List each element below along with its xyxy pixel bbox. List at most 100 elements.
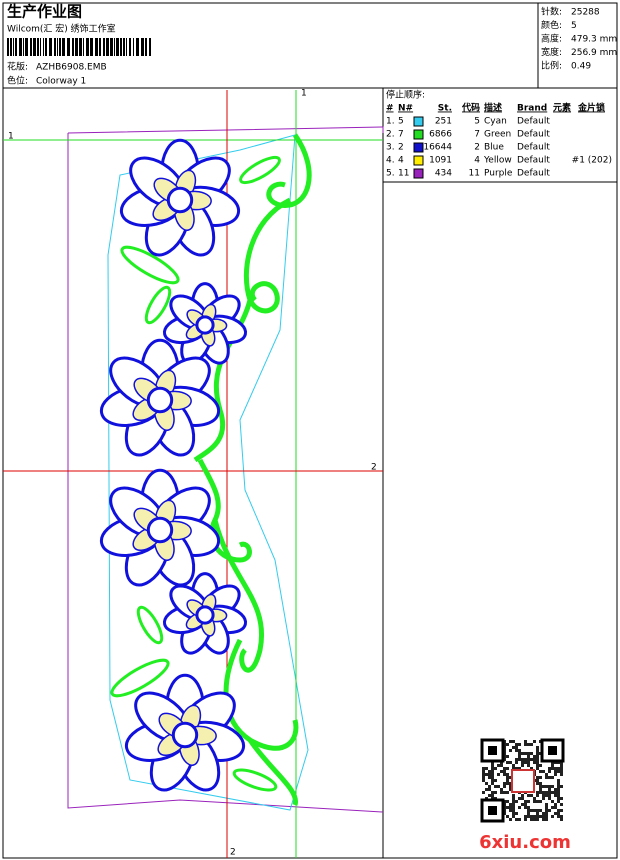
column-header: 代码 [461, 102, 480, 114]
cell: 434 [435, 169, 452, 179]
qr-cell [548, 770, 551, 773]
qr-cell [551, 785, 554, 788]
sequence-title: 停止顺序: [386, 89, 425, 101]
design-label: 花版: [7, 61, 28, 73]
qr-cell [518, 806, 521, 809]
qr-cell [512, 812, 515, 815]
bar-stripe [145, 38, 147, 56]
cell: 11 [398, 169, 409, 179]
qr-cell [482, 791, 485, 794]
flower-center [146, 516, 174, 544]
cell: 11 [469, 169, 480, 179]
bar-stripe [43, 38, 44, 56]
flower-center [171, 721, 199, 749]
bar-stripe [79, 38, 82, 56]
qr-cell [545, 785, 548, 788]
qr-cell [491, 764, 494, 767]
qr-cell [509, 818, 512, 821]
bar-stripe [37, 38, 39, 56]
cell: Blue [484, 143, 504, 153]
info-value: 479.3 mm [571, 35, 617, 45]
info-label: 针数: [541, 6, 562, 18]
qr-cell [542, 791, 545, 794]
qr-cell [542, 815, 545, 818]
qr-cell [545, 773, 548, 776]
qr-cell [500, 791, 503, 794]
qr-cell [512, 800, 515, 803]
qr-cell [560, 797, 563, 800]
bar-stripe [30, 38, 32, 56]
color-swatch [413, 155, 424, 166]
bar-stripe [133, 38, 134, 56]
qr-cell [527, 752, 530, 755]
qr-cell [530, 758, 533, 761]
qr-cell [554, 770, 557, 773]
qr-cell [554, 794, 557, 797]
qr-cell [488, 773, 491, 776]
qr-cell [515, 746, 518, 749]
qr-cell [515, 818, 518, 821]
qr-cell [512, 797, 515, 800]
qr-cell [518, 767, 521, 770]
barcode [7, 38, 151, 56]
bar-stripe [49, 38, 52, 56]
qr-cell [512, 764, 515, 767]
qr-cell [524, 818, 527, 821]
bar-stripe [141, 38, 144, 56]
qr-cell [494, 785, 497, 788]
qr-cell [509, 806, 512, 809]
qr-cell [545, 794, 548, 797]
qr-cell [527, 764, 530, 767]
qr-cell [539, 791, 542, 794]
qr-logo [511, 769, 535, 793]
bar-stripe [149, 38, 151, 56]
qr-cell [542, 797, 545, 800]
qr-cell [539, 800, 542, 803]
color-swatch [413, 142, 424, 153]
qr-cell [521, 797, 524, 800]
qr-cell [512, 794, 515, 797]
qr-cell [488, 785, 491, 788]
qr-cell [542, 770, 545, 773]
cell: 5. [386, 169, 395, 179]
qr-cell [518, 749, 521, 752]
qr-cell [536, 809, 539, 812]
bar-stripe [129, 38, 131, 56]
qr-cell [542, 818, 545, 821]
qr-cell [530, 815, 533, 818]
qr-cell [512, 767, 515, 770]
qr-cell [509, 749, 512, 752]
qr-cell [506, 791, 509, 794]
qr-cell [527, 800, 530, 803]
qr-cell [536, 779, 539, 782]
cell: #1 (202) [572, 156, 612, 166]
qr-cell [548, 776, 551, 779]
qr-cell [536, 767, 539, 770]
qr-cell [500, 788, 503, 791]
qr-cell [536, 794, 539, 797]
qr-cell [503, 791, 506, 794]
cell: Default [517, 130, 550, 140]
qr-cell [515, 761, 518, 764]
qr-cell [551, 815, 554, 818]
cell: 16644 [423, 143, 452, 153]
bar-stripe [110, 38, 113, 56]
qr-cell [536, 749, 539, 752]
outline [67, 126, 384, 134]
qr-cell [530, 767, 533, 770]
watermark: 6xiu.com [479, 832, 571, 853]
cell: Yellow [483, 156, 512, 166]
bar-stripe [136, 38, 139, 56]
cell: Default [517, 169, 550, 179]
qr-cell [551, 800, 554, 803]
cell: 2. [386, 130, 395, 140]
guide-label: 1 [8, 132, 14, 142]
qr-cell [545, 815, 548, 818]
qr-cell [527, 815, 530, 818]
qr-cell [497, 764, 500, 767]
qr-cell [500, 770, 503, 773]
qr-cell [542, 785, 545, 788]
cell: 2 [398, 143, 404, 153]
qr-cell [551, 806, 554, 809]
